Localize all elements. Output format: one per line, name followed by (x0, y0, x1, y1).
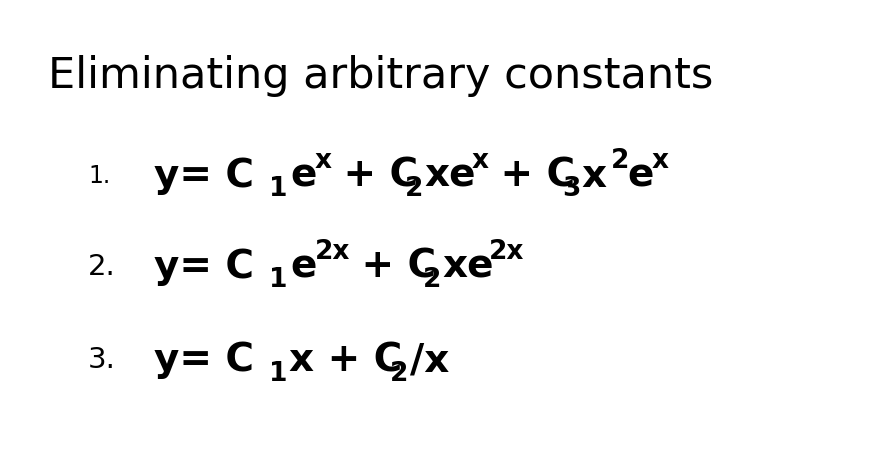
Text: xe: xe (442, 247, 493, 285)
Text: 2: 2 (390, 360, 409, 386)
Text: e: e (627, 156, 654, 194)
Text: 1.: 1. (88, 163, 110, 187)
Text: e: e (291, 156, 317, 194)
Text: 2x: 2x (489, 238, 524, 264)
Text: xe: xe (425, 156, 476, 194)
Text: x: x (315, 147, 331, 173)
Text: y= C: y= C (154, 340, 255, 379)
Text: + C: + C (330, 156, 418, 194)
Text: 1: 1 (269, 176, 287, 202)
Text: x: x (581, 156, 607, 194)
Text: 2: 2 (423, 267, 441, 293)
Text: 2: 2 (611, 147, 629, 173)
Text: x: x (652, 147, 669, 173)
Text: 3.: 3. (88, 345, 116, 374)
Text: 1: 1 (269, 267, 287, 293)
Text: y= C: y= C (154, 156, 255, 194)
Text: 2x: 2x (315, 238, 350, 264)
Text: + C: + C (348, 247, 436, 285)
Text: 1: 1 (269, 360, 287, 386)
Text: Eliminating arbitrary constants: Eliminating arbitrary constants (48, 55, 714, 96)
Text: 2: 2 (405, 176, 424, 202)
Text: /x: /x (410, 340, 449, 379)
Text: x + C: x + C (289, 340, 403, 379)
Text: 3: 3 (562, 176, 581, 202)
Text: e: e (291, 247, 317, 285)
Text: x: x (471, 147, 488, 173)
Text: + C: + C (487, 156, 575, 194)
Text: y= C: y= C (154, 247, 255, 285)
Text: 2.: 2. (88, 252, 115, 280)
